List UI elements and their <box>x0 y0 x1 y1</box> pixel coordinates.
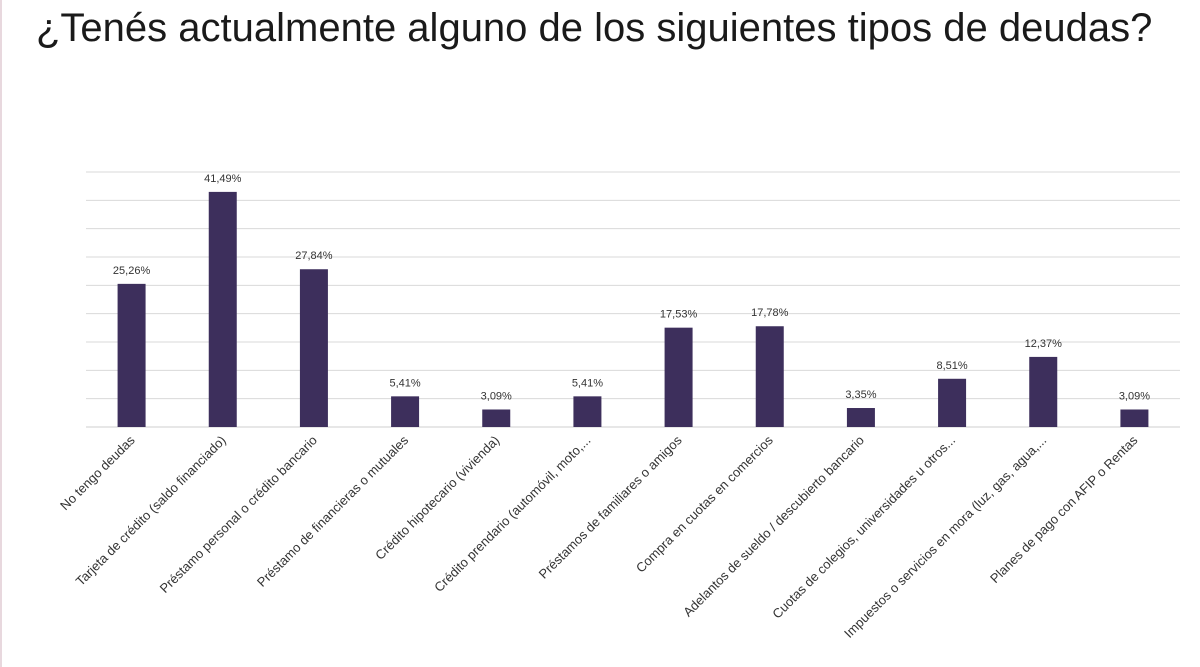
bar <box>117 283 146 427</box>
data-label: 3,09% <box>1119 390 1150 402</box>
category-label: Préstamo de financieras o mutuales <box>254 432 412 590</box>
chart-title: ¿Tenés actualmente alguno de los siguien… <box>36 6 1153 50</box>
bar <box>482 409 511 427</box>
data-label: 3,09% <box>481 390 512 402</box>
bar <box>391 396 420 427</box>
bar <box>1120 409 1149 427</box>
category-label: Crédito prendario (automóvil, moto,... <box>431 433 593 595</box>
left-border <box>0 0 2 667</box>
category-label: Planes de pago con AFIP o Rentas <box>987 432 1141 586</box>
data-label: 5,41% <box>389 377 420 389</box>
data-label: 41,49% <box>204 173 242 185</box>
category-label: Impuestos o servicios en mora (luz, gas,… <box>841 433 1049 641</box>
bar <box>299 269 328 427</box>
data-label: 17,78% <box>751 307 789 319</box>
bar <box>573 396 602 427</box>
data-label: 12,37% <box>1025 338 1063 350</box>
category-label: No tengo deudas <box>57 432 138 513</box>
category-label: Préstamos de familiares o amigos <box>536 432 685 581</box>
bar <box>208 191 237 427</box>
category-label: Tarjeta de crédito (saldo financiado) <box>73 433 229 589</box>
data-label: 8,51% <box>936 360 967 372</box>
data-label: 3,35% <box>845 389 876 401</box>
bar <box>1029 356 1058 427</box>
data-label: 25,26% <box>113 265 151 277</box>
category-label: Cuotas de colegios, universidades u otro… <box>769 433 958 622</box>
bar <box>938 378 967 427</box>
bar <box>846 408 875 427</box>
data-label: 27,84% <box>295 250 333 262</box>
bar <box>755 326 784 427</box>
data-label: 5,41% <box>572 377 603 389</box>
category-label: Préstamo personal o crédito bancario <box>157 433 320 596</box>
data-label: 17,53% <box>660 309 698 321</box>
bar <box>664 327 693 427</box>
category-label: Adelantos de sueldo / descubierto bancar… <box>680 433 867 620</box>
